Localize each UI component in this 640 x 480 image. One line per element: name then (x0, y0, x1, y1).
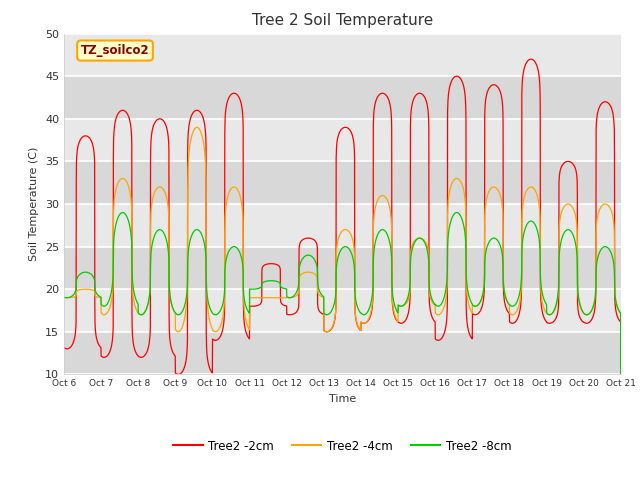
Tree2 -2cm (606, 102, 614, 108)
Tree2 -2cm (157, 116, 164, 122)
Tree2 -4cm (193, 124, 201, 130)
Tree2 -8cm (606, 248, 614, 253)
Tree2 -2cm (546, 320, 554, 326)
Bar (64, 289, 621, 332)
Tree2 -8cm (60, 294, 68, 300)
Tree2 -8cm (157, 227, 164, 233)
Tree2 -2cm (274, 262, 282, 268)
Tree2 -4cm (60, 295, 68, 300)
Tree2 -8cm (274, 279, 282, 285)
Line: Tree2 -4cm: Tree2 -4cm (64, 127, 621, 460)
Bar (64, 34, 621, 76)
Tree2 -8cm (119, 210, 127, 216)
Line: Tree2 -2cm: Tree2 -2cm (64, 59, 621, 460)
Tree2 -8cm (298, 257, 306, 263)
Tree2 -2cm (124, 111, 131, 117)
Title: Tree 2 Soil Temperature: Tree 2 Soil Temperature (252, 13, 433, 28)
Line: Tree2 -8cm: Tree2 -8cm (64, 213, 621, 460)
Legend: Tree2 -2cm, Tree2 -4cm, Tree2 -8cm: Tree2 -2cm, Tree2 -4cm, Tree2 -8cm (168, 435, 516, 457)
Tree2 -8cm (124, 216, 132, 221)
Tree2 -2cm (298, 238, 305, 243)
Tree2 -4cm (617, 457, 625, 463)
Tree2 -2cm (617, 457, 625, 463)
Tree2 -4cm (124, 180, 131, 186)
Tree2 -8cm (546, 312, 554, 318)
Tree2 -8cm (617, 457, 625, 463)
Tree2 -2cm (527, 56, 535, 62)
Text: TZ_soilco2: TZ_soilco2 (81, 44, 149, 57)
X-axis label: Time: Time (329, 394, 356, 404)
Tree2 -4cm (157, 184, 164, 190)
Y-axis label: Soil Temperature (C): Soil Temperature (C) (29, 147, 40, 261)
Bar (64, 247, 621, 289)
Bar (64, 332, 621, 374)
Bar (64, 161, 621, 204)
Bar (64, 204, 621, 247)
Tree2 -4cm (274, 295, 282, 300)
Tree2 -4cm (546, 312, 554, 318)
Tree2 -2cm (60, 345, 68, 350)
Tree2 -4cm (298, 271, 306, 277)
Bar (64, 119, 621, 161)
Tree2 -4cm (606, 205, 614, 211)
Bar (64, 76, 621, 119)
